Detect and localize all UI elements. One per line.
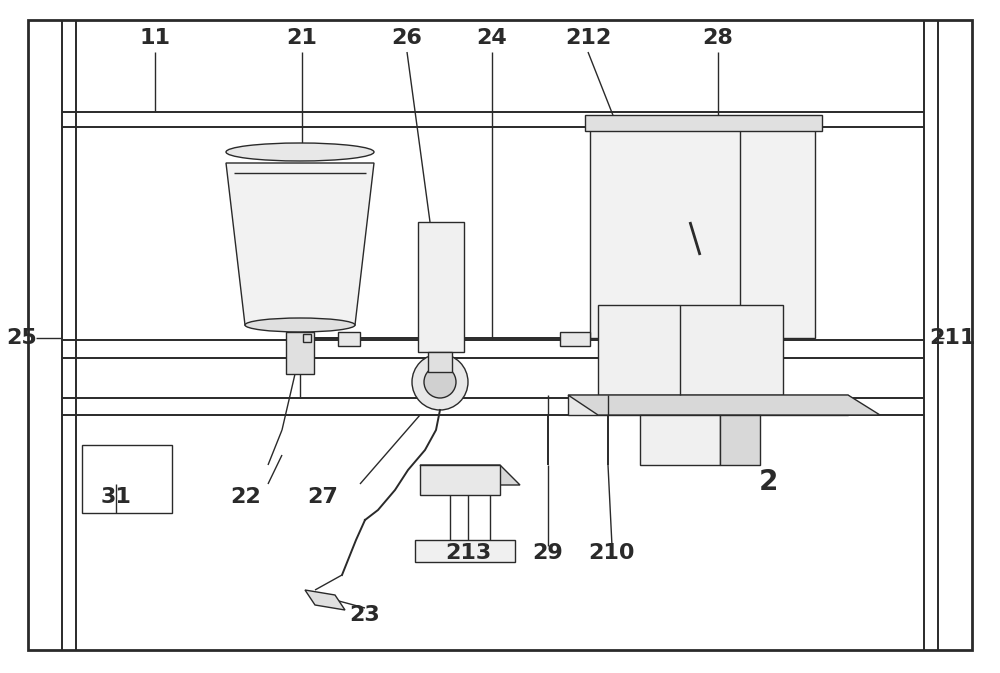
Bar [418,222,464,352]
Polygon shape [226,163,374,325]
Bar [560,332,590,346]
Text: 26: 26 [392,28,422,48]
Text: 2: 2 [758,468,778,496]
Circle shape [424,366,456,398]
Bar [428,352,452,372]
Text: 29: 29 [533,543,563,563]
Text: 31: 31 [101,487,131,507]
Text: 28: 28 [703,28,733,48]
Bar [82,445,172,513]
Text: 11: 11 [140,28,170,48]
Text: 21: 21 [287,28,317,48]
Text: 27: 27 [308,487,338,507]
Bar [338,332,360,346]
Polygon shape [720,415,760,465]
Text: 22: 22 [231,487,261,507]
Circle shape [412,354,468,410]
Bar [590,128,815,338]
Ellipse shape [226,143,374,161]
Text: 211: 211 [929,328,975,348]
Text: 210: 210 [589,543,635,563]
Bar [286,332,314,374]
Polygon shape [305,590,345,610]
Text: 25: 25 [7,328,37,348]
Ellipse shape [245,318,355,332]
Text: 213: 213 [445,543,491,563]
Bar [598,305,783,395]
Bar [568,395,848,415]
Text: 24: 24 [477,28,507,48]
Bar [640,415,720,465]
Polygon shape [420,465,520,485]
Bar [585,115,822,131]
Polygon shape [568,395,880,415]
Text: 212: 212 [565,28,611,48]
Bar [303,334,311,342]
Text: 23: 23 [350,605,380,625]
Bar [415,540,515,562]
Bar [420,465,500,495]
